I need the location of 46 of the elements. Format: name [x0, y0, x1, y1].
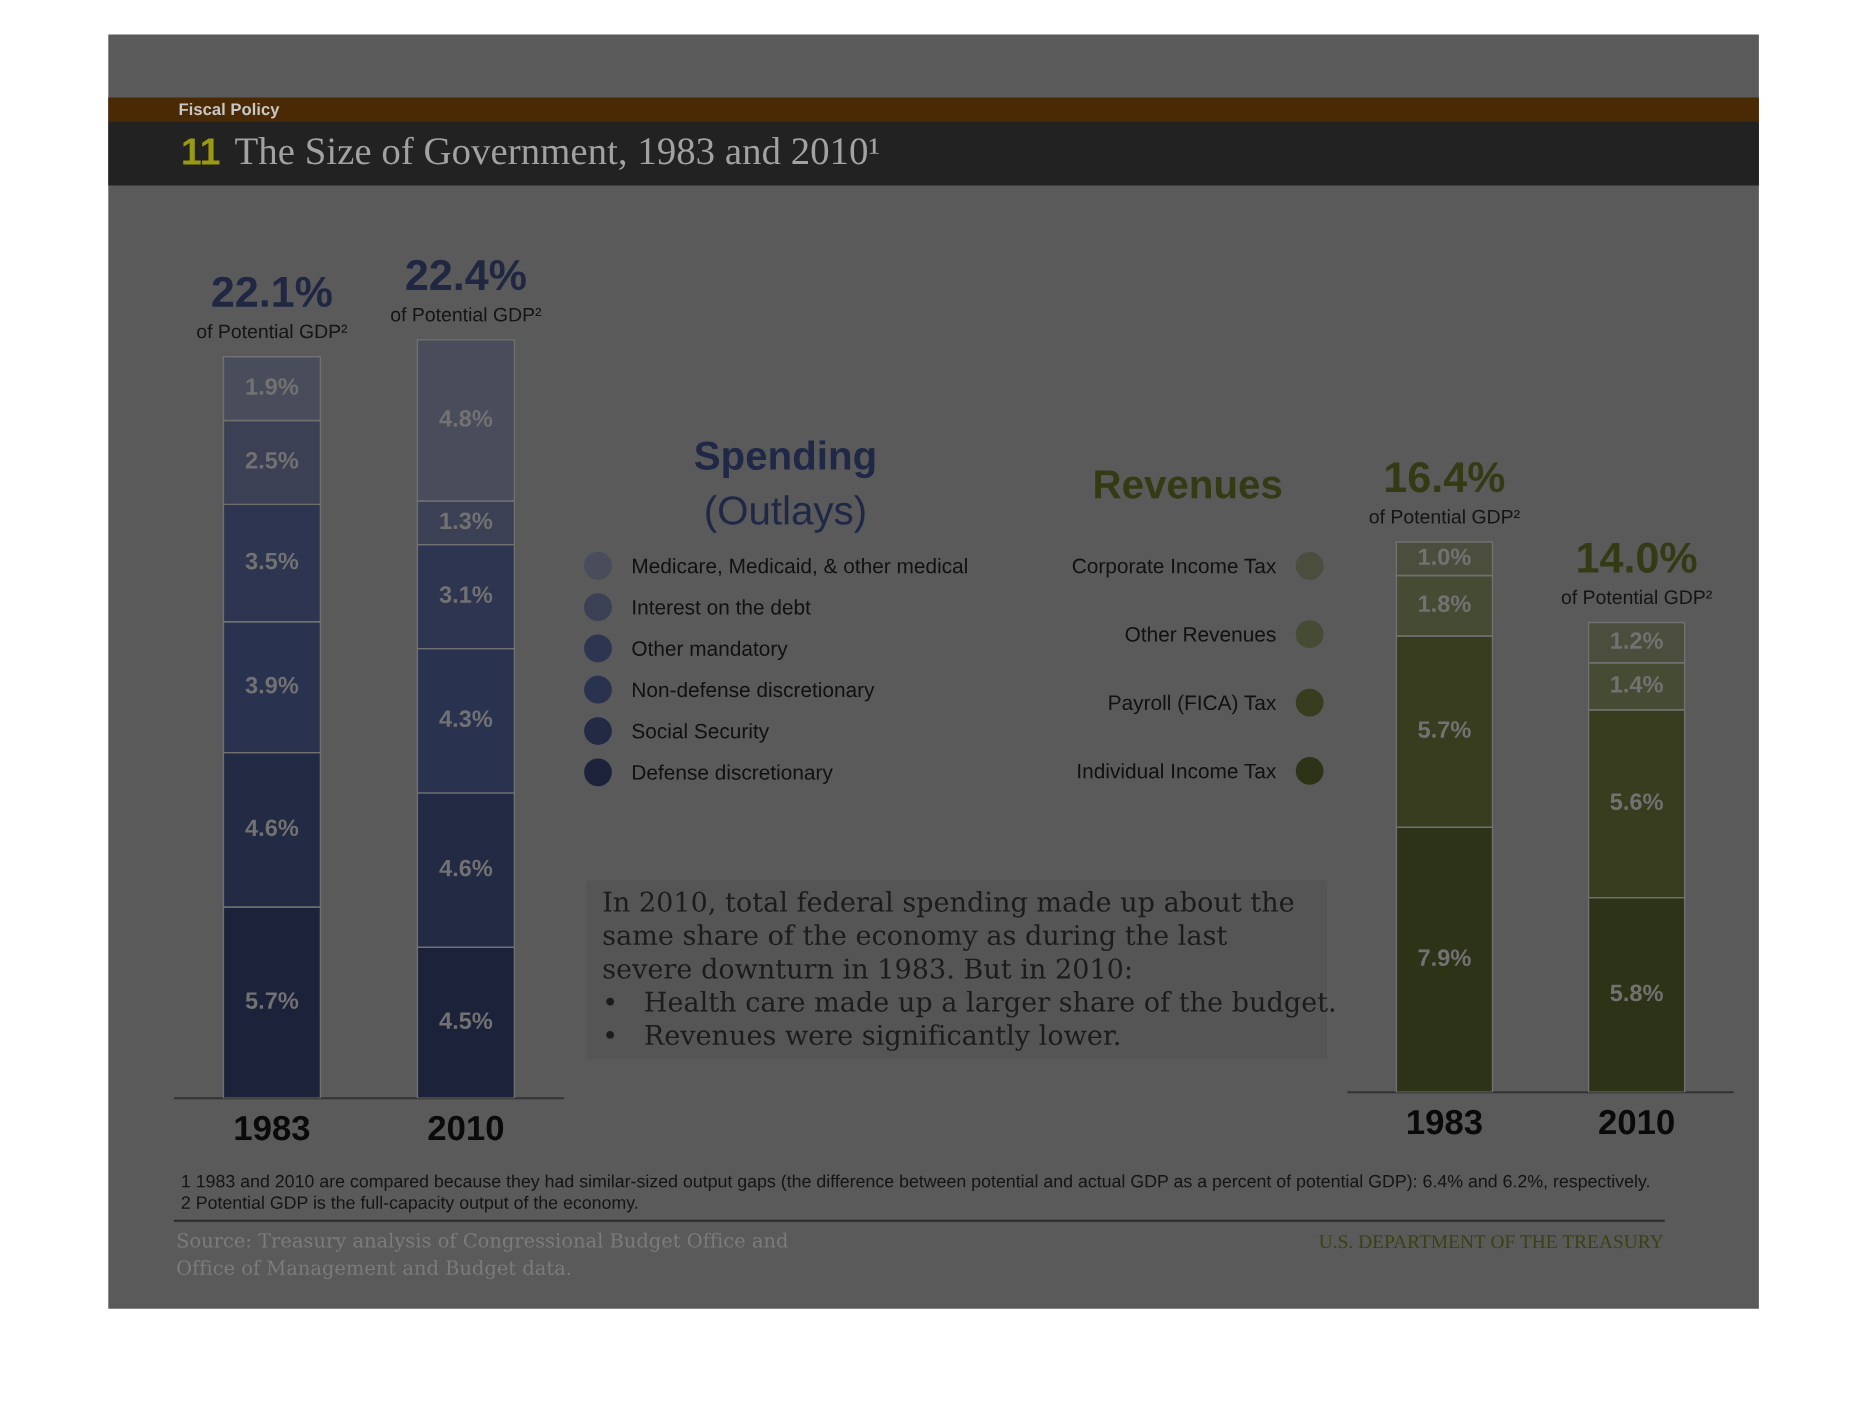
legend-label: Payroll (FICA) Tax [1109, 694, 1277, 715]
text: of Potential GDP² [1369, 509, 1520, 524]
text: 1 1983 and 2010 are compared because they had similar-sized output gaps (the difference between potential and actual GDP as a percent of potential GDP): 6.4% and 6.2%, respectively. [182, 1174, 1649, 1191]
x-tick-label: 1983 [1407, 1109, 1482, 1135]
data-label: 5.7% [245, 992, 299, 1009]
data-label: 1.4% [1611, 675, 1663, 693]
data-label: 3.1% [439, 586, 493, 603]
legend-label: Medicare, Medicaid, & other medical [633, 558, 967, 576]
chart-subtitle: Fiscal Policy [179, 102, 280, 119]
data-label: 7.9% [1418, 949, 1471, 967]
legend-label: Defense discretionary [633, 764, 833, 784]
total-label: 22.4% [406, 259, 526, 291]
data-label: 4.6% [439, 859, 493, 877]
total-label: 22.1% [212, 276, 332, 308]
data-label: 5.6% [1610, 793, 1663, 811]
data-label: 4.6% [245, 819, 299, 837]
text: • Revenues were significantly lower. [606, 1024, 1119, 1051]
legend-label: Interest on the debt [633, 599, 811, 615]
data-label: 1.8% [1419, 595, 1471, 613]
text: 2 Potential GDP is the full-capacity output of the economy. [181, 1195, 638, 1213]
data-label: 4.5% [439, 1012, 493, 1030]
x-tick-label: 1983 [235, 1115, 310, 1141]
data-label: 3.9% [245, 676, 299, 694]
text: of Potential GDP² [391, 307, 542, 322]
legend-title: Spending (Outlays) [694, 440, 875, 533]
data-label: 5.8% [1610, 984, 1663, 1002]
legend-label: Social Security [632, 723, 770, 743]
legend-label: Other Revenues [1125, 626, 1276, 642]
annotation: of Potential GDP² [1561, 589, 1712, 605]
legend-label: Non-defense discretionary [633, 681, 875, 702]
legend-title: Revenues [1095, 470, 1282, 499]
data-label: 3.5% [245, 552, 299, 570]
total-label: 14.0% [1578, 542, 1697, 573]
text: • Health care made up a larger share of the budget. [606, 990, 1335, 1018]
text: U.S. DEPARTMENT OF THE TREASURY [1319, 1235, 1664, 1249]
total-label: 16.4% [1386, 461, 1505, 493]
data-label: 4.3% [439, 710, 493, 728]
legend-label: Corporate Income Tax [1072, 558, 1277, 578]
text: In 2010, total federal spending made up about the same share of the economy as during the last severe downturn in 1983. But in 2010: [603, 890, 1294, 979]
legend-label: Other mandatory [632, 640, 788, 661]
chart-title: 11 The Size of Government, 1983 and 2010¹ [183, 136, 879, 171]
x-tick-label: 2010 [428, 1115, 504, 1141]
data-label: 5.7% [1418, 721, 1471, 738]
x-tick-label: 2010 [1599, 1109, 1674, 1135]
text: of Potential GDP² [197, 324, 348, 339]
legend-label: Individual Income Tax [1078, 763, 1277, 779]
